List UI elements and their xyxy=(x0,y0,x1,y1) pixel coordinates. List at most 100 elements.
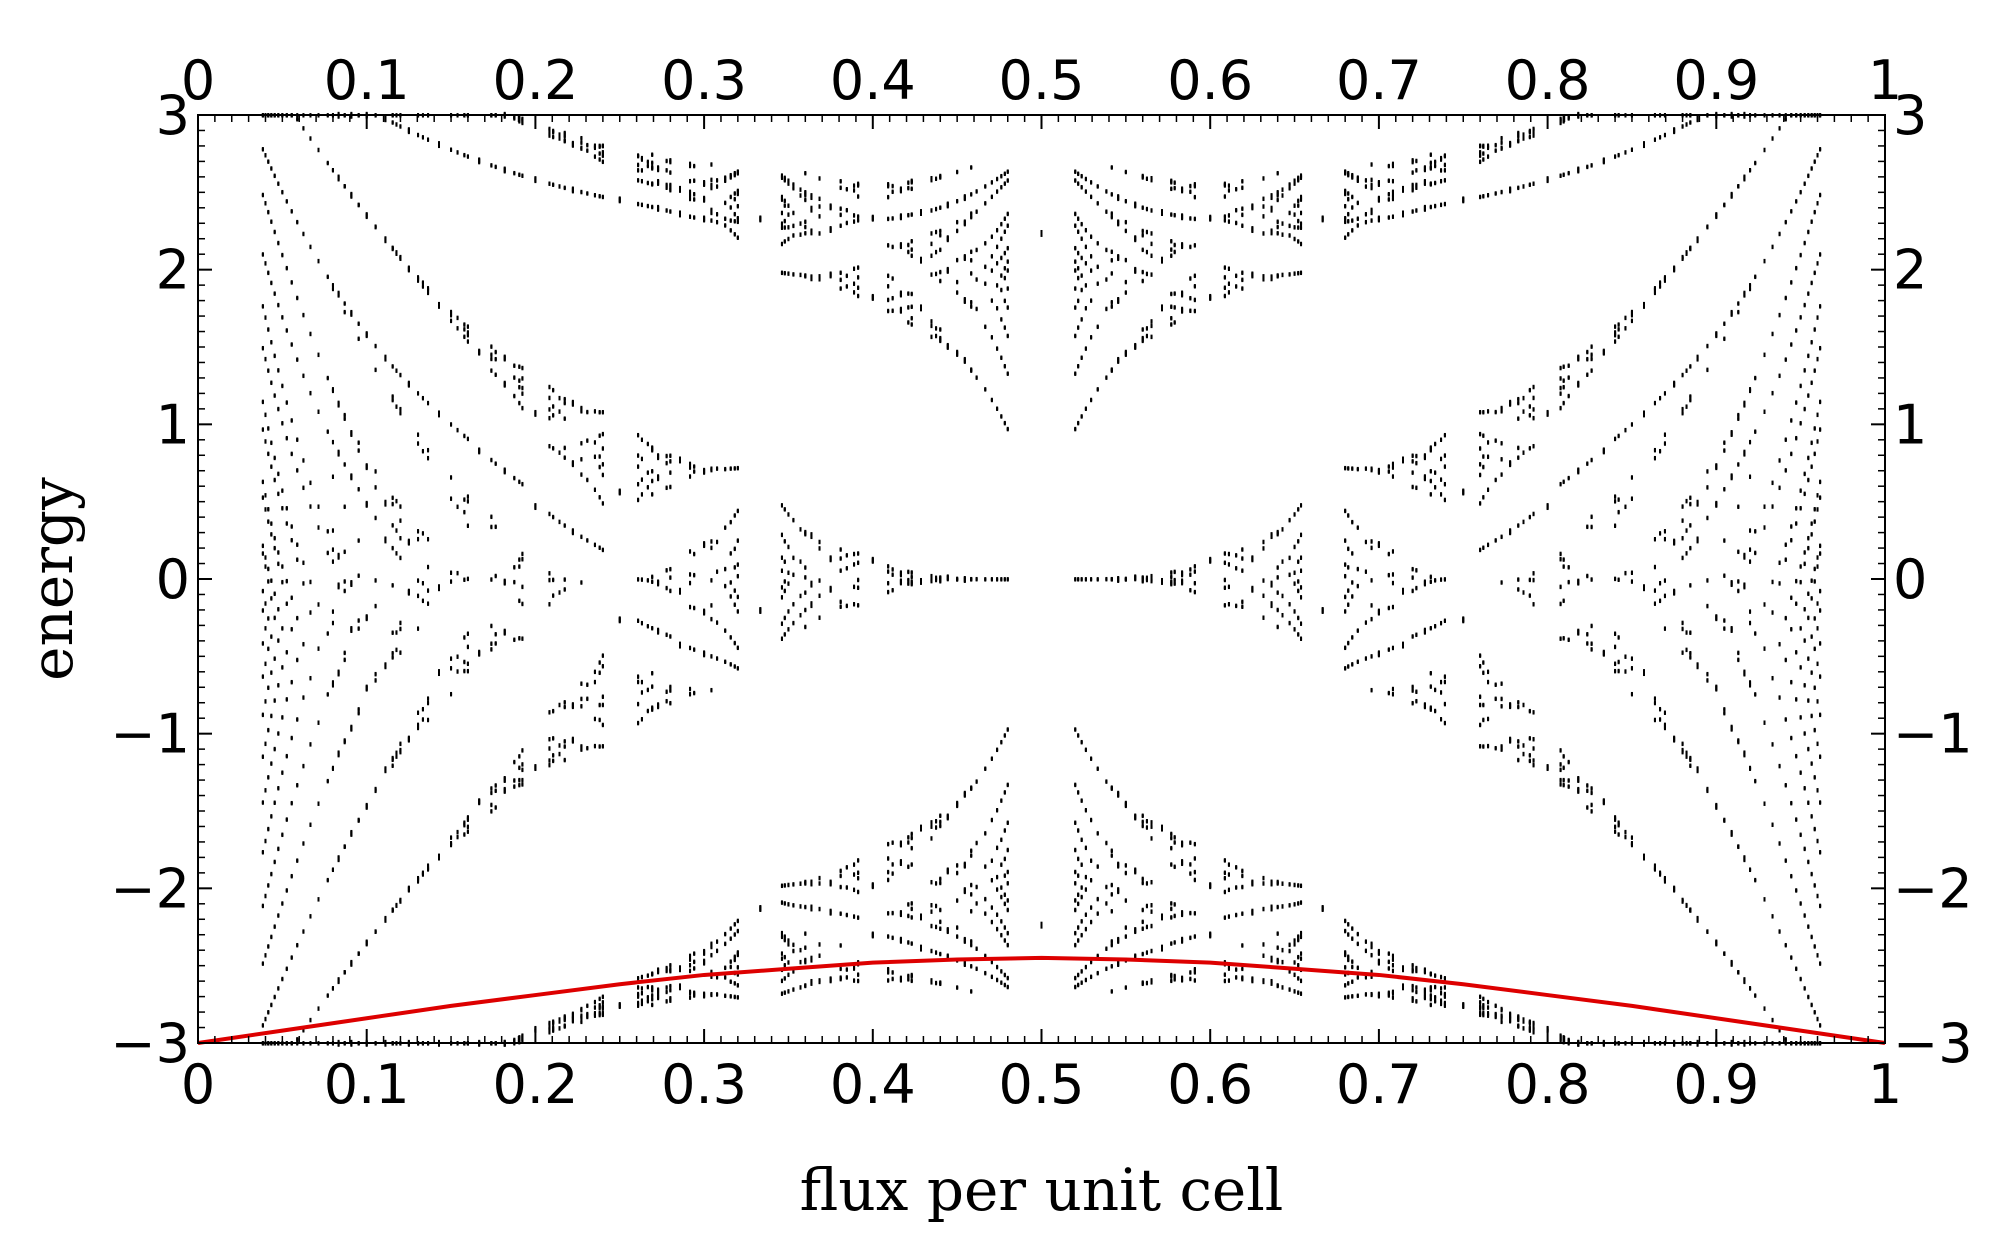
spectrum-point-4223 xyxy=(317,801,320,804)
spectrum-point-2644 xyxy=(1270,978,1273,981)
spectrum-point-2549 xyxy=(1117,790,1120,793)
spectrum-point-4796 xyxy=(646,984,649,987)
spectrum-point-4724 xyxy=(421,706,424,709)
spectrum-point-636 xyxy=(920,304,922,307)
spectrum-point-1598 xyxy=(1696,499,1699,502)
spectrum-point-2051 xyxy=(350,959,353,962)
spectrum-point-634 xyxy=(920,824,922,827)
spectrum-point-3510 xyxy=(456,326,459,329)
spectrum-point-3160 xyxy=(899,840,902,843)
spectrum-point-3964 xyxy=(1364,466,1367,469)
spectrum-point-695 xyxy=(1161,944,1163,947)
spectrum-point-4579 xyxy=(1763,409,1766,412)
spectrum-point-3054 xyxy=(337,552,340,555)
spectrum-point-4727 xyxy=(421,531,424,534)
spectrum-point-3443 xyxy=(326,529,329,532)
spectrum-point-1867 xyxy=(1377,541,1380,544)
spectrum-point-4367 xyxy=(799,559,802,562)
spectrum-point-4364 xyxy=(799,881,802,884)
spectrum-point-696 xyxy=(1161,913,1163,916)
spectrum-point-1036 xyxy=(1251,976,1254,979)
spectrum-point-3446 xyxy=(326,274,329,277)
spectrum-point-2645 xyxy=(1270,955,1273,958)
spectrum-point-3636 xyxy=(716,620,719,623)
spectrum-point-2848 xyxy=(1577,467,1580,470)
spectrum-point-3833 xyxy=(1105,375,1108,378)
spectrum-point-445 xyxy=(1602,798,1605,801)
spectrum-point-159 xyxy=(1462,616,1465,619)
spectrum-point-3265 xyxy=(1181,936,1184,939)
spectrum-point-2159 xyxy=(503,111,506,114)
spectrum-point-293 xyxy=(1209,882,1212,885)
spectrum-point-3372 xyxy=(1743,1039,1746,1042)
spectrum-point-965 xyxy=(829,908,832,911)
spectrum-point-3569 xyxy=(586,745,589,748)
spectrum-point-4028 xyxy=(1494,477,1497,480)
spectrum-point-1772 xyxy=(703,991,706,994)
spectrum-point-3507 xyxy=(456,570,459,573)
spectrum-point-4945 xyxy=(1096,953,1099,956)
spectrum-point-3381 xyxy=(1743,290,1746,293)
spectrum-point-3967 xyxy=(1364,184,1367,187)
spectrum-point-4095 xyxy=(1624,326,1627,329)
spectrum-point-4653 xyxy=(309,480,312,483)
spectrum-point-3439 xyxy=(326,778,329,781)
spectrum-point-3699 xyxy=(845,885,848,888)
spectrum-point-3968 xyxy=(1364,178,1367,181)
spectrum-point-4027 xyxy=(1494,538,1497,541)
spectrum-point-2548 xyxy=(1117,861,1120,864)
spectrum-point-203 xyxy=(534,764,537,767)
spectrum-point-4580 xyxy=(1763,352,1766,355)
spectrum-point-4948 xyxy=(1096,864,1099,867)
spectrum-point-4290 xyxy=(558,1026,561,1029)
spectrum-point-4226 xyxy=(317,602,320,605)
spectrum-point-4368 xyxy=(799,527,802,530)
spectrum-point-4801 xyxy=(646,578,649,581)
spectrum-point-4022 xyxy=(1494,1011,1497,1014)
spectrum-point-2449 xyxy=(963,861,966,864)
spectrum-point-758 xyxy=(1402,983,1404,986)
spectrum-point-2852 xyxy=(1577,111,1580,114)
spectrum-point-337 xyxy=(1546,1025,1549,1028)
spectrum-point-4869 xyxy=(984,970,987,973)
spectrum-point-2744 xyxy=(1423,987,1426,990)
spectrum-point-1113 xyxy=(1673,380,1676,383)
spectrum-point-4572 xyxy=(1763,897,1766,900)
spectrum-point-893 xyxy=(407,885,410,888)
spectrum-point-4725 xyxy=(421,598,424,601)
spectrum-point-1690 xyxy=(365,212,368,215)
spectrum-point-4361 xyxy=(799,959,802,962)
spectrum-point-1195 xyxy=(384,236,387,239)
spectrum-point-1862 xyxy=(1377,991,1380,994)
spectrum-point-1778 xyxy=(703,467,706,470)
spectrum-point-1512 xyxy=(1509,1016,1512,1019)
spectrum-point-2652 xyxy=(1270,228,1273,231)
spectrum-point-2058 xyxy=(350,309,353,312)
spectrum-point-4502 xyxy=(1522,1017,1525,1020)
spectrum-point-4291 xyxy=(558,1019,561,1022)
spectrum-point-3274 xyxy=(1181,213,1184,216)
spectrum-point-1594 xyxy=(1696,915,1699,918)
spectrum-point-2547 xyxy=(1117,887,1120,890)
spectrum-point-395 xyxy=(478,157,481,160)
spectrum-point-3374 xyxy=(1743,855,1746,858)
spectrum-point-4877 xyxy=(984,387,987,390)
spectrum-point-4153 xyxy=(1754,877,1757,880)
spectrum-point-4442 xyxy=(1281,193,1284,196)
spectrum-point-3769 xyxy=(975,306,978,309)
spectrum-point-4227 xyxy=(317,525,320,528)
spectrum-point-3642 xyxy=(716,184,719,187)
spectrum-point-638 xyxy=(920,209,922,212)
spectrum-point-701 xyxy=(1161,209,1163,212)
spectrum-point-4021 xyxy=(1494,1014,1497,1017)
spectrum-point-2650 xyxy=(1270,532,1273,535)
spectrum-point-3959 xyxy=(1364,939,1367,942)
spectrum-point-4873 xyxy=(984,864,987,867)
spectrum-point-4161 xyxy=(1754,274,1757,277)
spectrum-point-1196 xyxy=(384,115,387,118)
spectrum-point-2752 xyxy=(1423,178,1426,181)
spectrum-point-3159 xyxy=(899,859,902,862)
spectrum-point-392 xyxy=(478,649,481,652)
spectrum-point-4722 xyxy=(421,870,424,873)
spectrum-point-2152 xyxy=(503,776,506,779)
